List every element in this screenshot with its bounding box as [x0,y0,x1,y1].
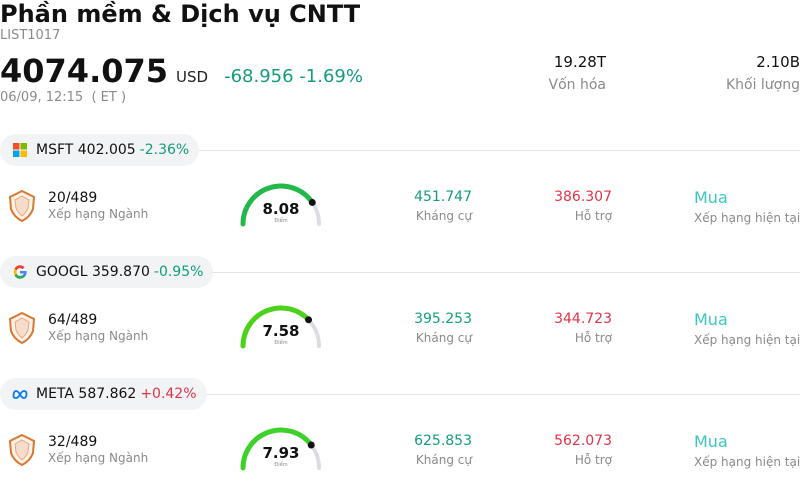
sector-rank: 64/489 Xếp hạng Ngành [48,312,148,343]
divider [160,394,800,395]
gauge-arc [240,305,321,349]
sector-rank: 20/489 Xếp hạng Ngành [48,190,148,221]
gauge-arc [240,183,321,227]
score-label: Điểm [274,340,288,346]
score-value: 8.08 [262,200,300,218]
price-change: -68.956 -1.69% [224,66,363,87]
resistance-value: 625.853 [414,433,472,449]
score-label: Điểm [274,462,288,468]
sector-rank-label: Xếp hạng Ngành [48,207,149,221]
recommendation-value: Mua [694,310,728,329]
resistance-label: Kháng cự [415,209,472,223]
gauge-marker [307,441,315,449]
google-logo-icon [13,265,27,279]
gauge-fill [240,183,315,227]
support-value: 562.073 [554,433,612,449]
recommendation: Mua Xếp hạng hiện tại [694,432,800,469]
gauge-fill [240,305,312,349]
gauge-marker [305,316,313,324]
stock-card: GOOGL 359.870 -0.95% 64/489 Xếp hạng Ngà… [0,256,800,378]
timestamp: 06/09, 12:15 ( ET ) [0,90,127,105]
recommendation-label: Xếp hạng hiện tại [694,211,800,225]
sector-rank-label: Xếp hạng Ngành [48,329,149,343]
support-label: Hỗ trợ [574,331,612,345]
recommendation: Mua Xếp hạng hiện tại [694,188,800,225]
volume-stat: 2.10B Khối lượng [700,53,800,93]
score-value: 7.58 [262,322,300,340]
support: 386.307 Hỗ trợ [492,189,612,223]
support: 562.073 Hỗ trợ [492,433,612,467]
page-title: Phần mềm & Dịch vụ CNTT [0,0,361,28]
score-gauge: 7.93 Điểm [238,422,324,472]
volume-label: Khối lượng [725,77,800,93]
divider [170,272,800,273]
index-price: 4074.075 [0,52,169,90]
microsoft-logo-icon [13,143,27,157]
sector-rank-value: 32/489 [48,434,98,450]
gauge-arc [240,427,321,471]
score-gauge: 8.08 Điểm [238,178,324,228]
stock-symbol-price: META 587.862 [36,386,137,402]
gauge-fill [240,427,314,471]
index-code: LIST1017 [0,28,61,43]
stock-change: +0.42% [140,386,197,402]
stock-card: MSFT 402.005 -2.36% 20/489 Xếp hạng Ngàn… [0,134,800,256]
stock-change: -2.36% [139,142,190,158]
stock-change: -0.95% [153,264,204,280]
support-label: Hỗ trợ [574,453,612,467]
market-cap-value: 19.28T [553,53,606,71]
score-value: 7.93 [262,444,300,462]
recommendation-value: Mua [694,432,728,451]
shield-icon [8,190,36,222]
sector-rank-value: 20/489 [48,190,98,206]
recommendation-label: Xếp hạng hiện tại [694,455,800,469]
support: 344.723 Hỗ trợ [492,311,612,345]
score-gauge: 7.58 Điểm [238,300,324,350]
support-label: Hỗ trợ [574,209,612,223]
resistance-label: Kháng cự [415,331,472,345]
market-cap-stat: 19.28T Vốn hóa [520,53,606,93]
stock-symbol-price: GOOGL 359.870 [36,264,150,280]
recommendation-value: Mua [694,188,728,207]
shield-icon [8,312,36,344]
recommendation-label: Xếp hạng hiện tại [694,333,800,347]
sector-rank-label: Xếp hạng Ngành [48,451,149,465]
resistance-value: 451.747 [414,189,472,205]
stock-card: META 587.862 +0.42% 32/489 Xếp hạng Ngàn… [0,378,800,500]
shield-icon [8,434,36,466]
meta-logo-icon [12,390,28,399]
price-row: 4074.075 USD -68.956 -1.69% [0,52,363,90]
currency: USD [176,68,209,86]
resistance-label: Kháng cự [415,453,472,467]
market-cap-label: Vốn hóa [548,77,606,93]
sector-rank: 32/489 Xếp hạng Ngành [48,434,148,465]
score-label: Điểm [274,218,288,224]
resistance: 625.853 Kháng cự [352,433,472,467]
resistance: 451.747 Kháng cự [352,189,472,223]
divider [150,150,800,151]
volume-value: 2.10B [756,53,800,71]
stock-pill[interactable]: GOOGL 359.870 -0.95% [0,256,214,288]
support-value: 386.307 [554,189,612,205]
resistance: 395.253 Kháng cự [352,311,472,345]
recommendation: Mua Xếp hạng hiện tại [694,310,800,347]
support-value: 344.723 [554,311,612,327]
sector-rank-value: 64/489 [48,312,98,328]
gauge-marker [308,198,316,206]
stock-pill[interactable]: META 587.862 +0.42% [0,378,207,410]
resistance-value: 395.253 [414,311,472,327]
stock-pill[interactable]: MSFT 402.005 -2.36% [0,134,200,166]
stock-symbol-price: MSFT 402.005 [36,142,136,158]
